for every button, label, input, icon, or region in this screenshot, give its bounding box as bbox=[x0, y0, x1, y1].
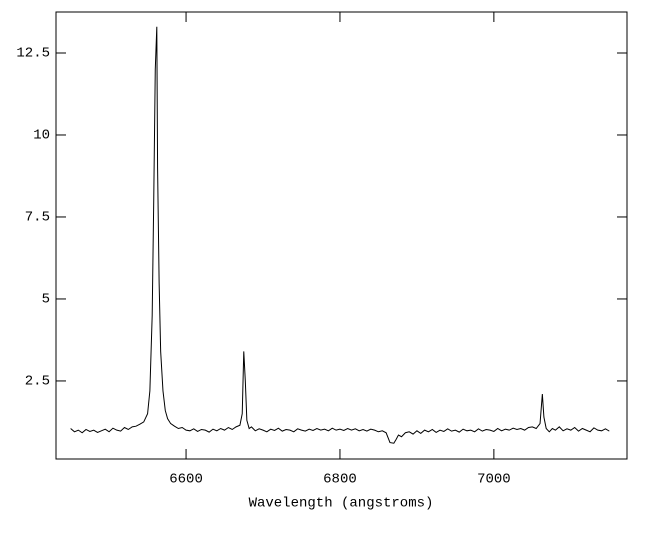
y-tick-label: 7.5 bbox=[25, 210, 50, 226]
y-tick-label: 5 bbox=[42, 292, 50, 308]
spectrum-line bbox=[70, 26, 610, 444]
plot-frame bbox=[55, 11, 628, 460]
y-tick-label: 12.5 bbox=[16, 46, 50, 62]
y-tick-label: 10 bbox=[33, 128, 50, 144]
x-tick-label: 6800 bbox=[323, 472, 357, 488]
x-tick-label: 6600 bbox=[169, 472, 203, 488]
x-axis-label: Wavelength (angstroms) bbox=[249, 496, 434, 512]
x-tick-label: 7000 bbox=[477, 472, 511, 488]
y-tick-label: 2.5 bbox=[25, 374, 50, 390]
